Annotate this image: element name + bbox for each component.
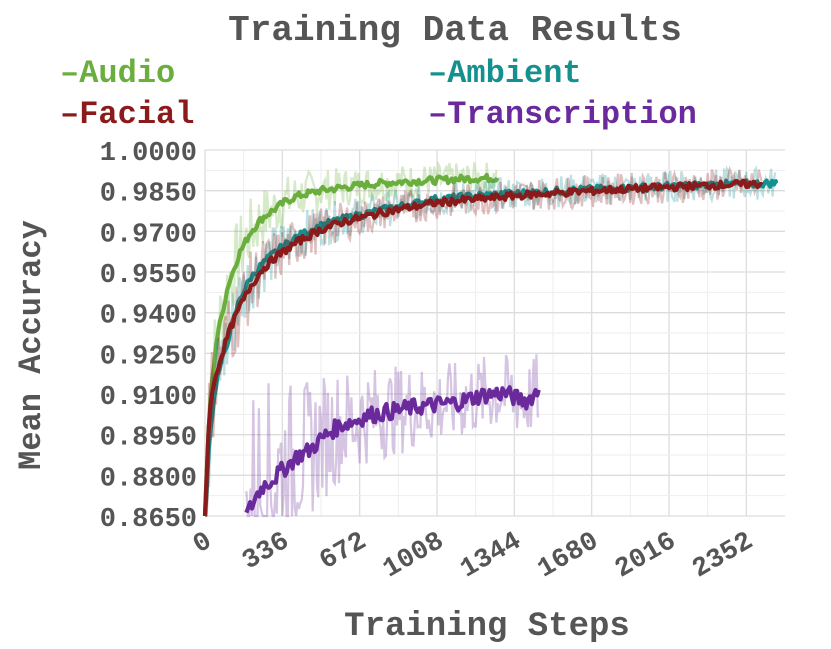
series-line-transcription: [244, 385, 541, 514]
series-audio: [202, 160, 500, 517]
y-tick-label: 0.8800: [100, 464, 197, 494]
chart-title: Training Data Results: [228, 10, 682, 51]
series-facial: [202, 165, 764, 518]
series-transcription: [244, 354, 541, 518]
y-tick-label: 0.9550: [100, 261, 197, 291]
x-tick-label: 1344: [456, 527, 527, 585]
series-raw-facial: [205, 165, 763, 518]
y-tick-label: 0.9250: [100, 342, 197, 372]
x-tick-label: 2016: [610, 527, 681, 585]
y-tick-label: 1.0000: [100, 139, 197, 169]
x-tick-label: 672: [315, 527, 372, 577]
y-tick-label: 0.9100: [100, 383, 197, 413]
x-tick-label: 0: [188, 527, 217, 561]
legend-item-ambient: –Ambient: [428, 55, 582, 92]
legend-item-transcription: –Transcription: [428, 96, 697, 133]
y-tick-label: 0.9400: [100, 302, 197, 332]
y-axis-label: Mean Accuracy: [13, 220, 50, 470]
y-tick-label: 0.9700: [100, 220, 197, 250]
legend-item-facial: –Facial: [60, 96, 194, 133]
y-tick-label: 0.9850: [100, 180, 197, 210]
x-tick-label: 1008: [378, 527, 449, 585]
x-tick-label: 336: [238, 527, 295, 577]
y-tick-label: 0.8650: [100, 505, 197, 535]
x-axis-ticks: 0 336 672 1008 1344 1680 2016 2352: [188, 527, 758, 585]
plot-series: [202, 160, 778, 518]
x-axis-label: Training Steps: [344, 608, 630, 646]
legend: –Audio –Ambient –Facial –Transcription: [60, 55, 697, 133]
y-tick-label: 0.8950: [100, 424, 197, 454]
y-axis-ticks: 1.0000 0.9850 0.9700 0.9550 0.9400 0.9250 0.91…: [100, 139, 197, 535]
x-tick-label: 1680: [533, 527, 604, 585]
series-line-facial: [202, 178, 764, 517]
series-line-audio: [202, 172, 500, 517]
legend-item-audio: –Audio: [60, 55, 175, 92]
x-tick-label: 2352: [688, 527, 759, 585]
